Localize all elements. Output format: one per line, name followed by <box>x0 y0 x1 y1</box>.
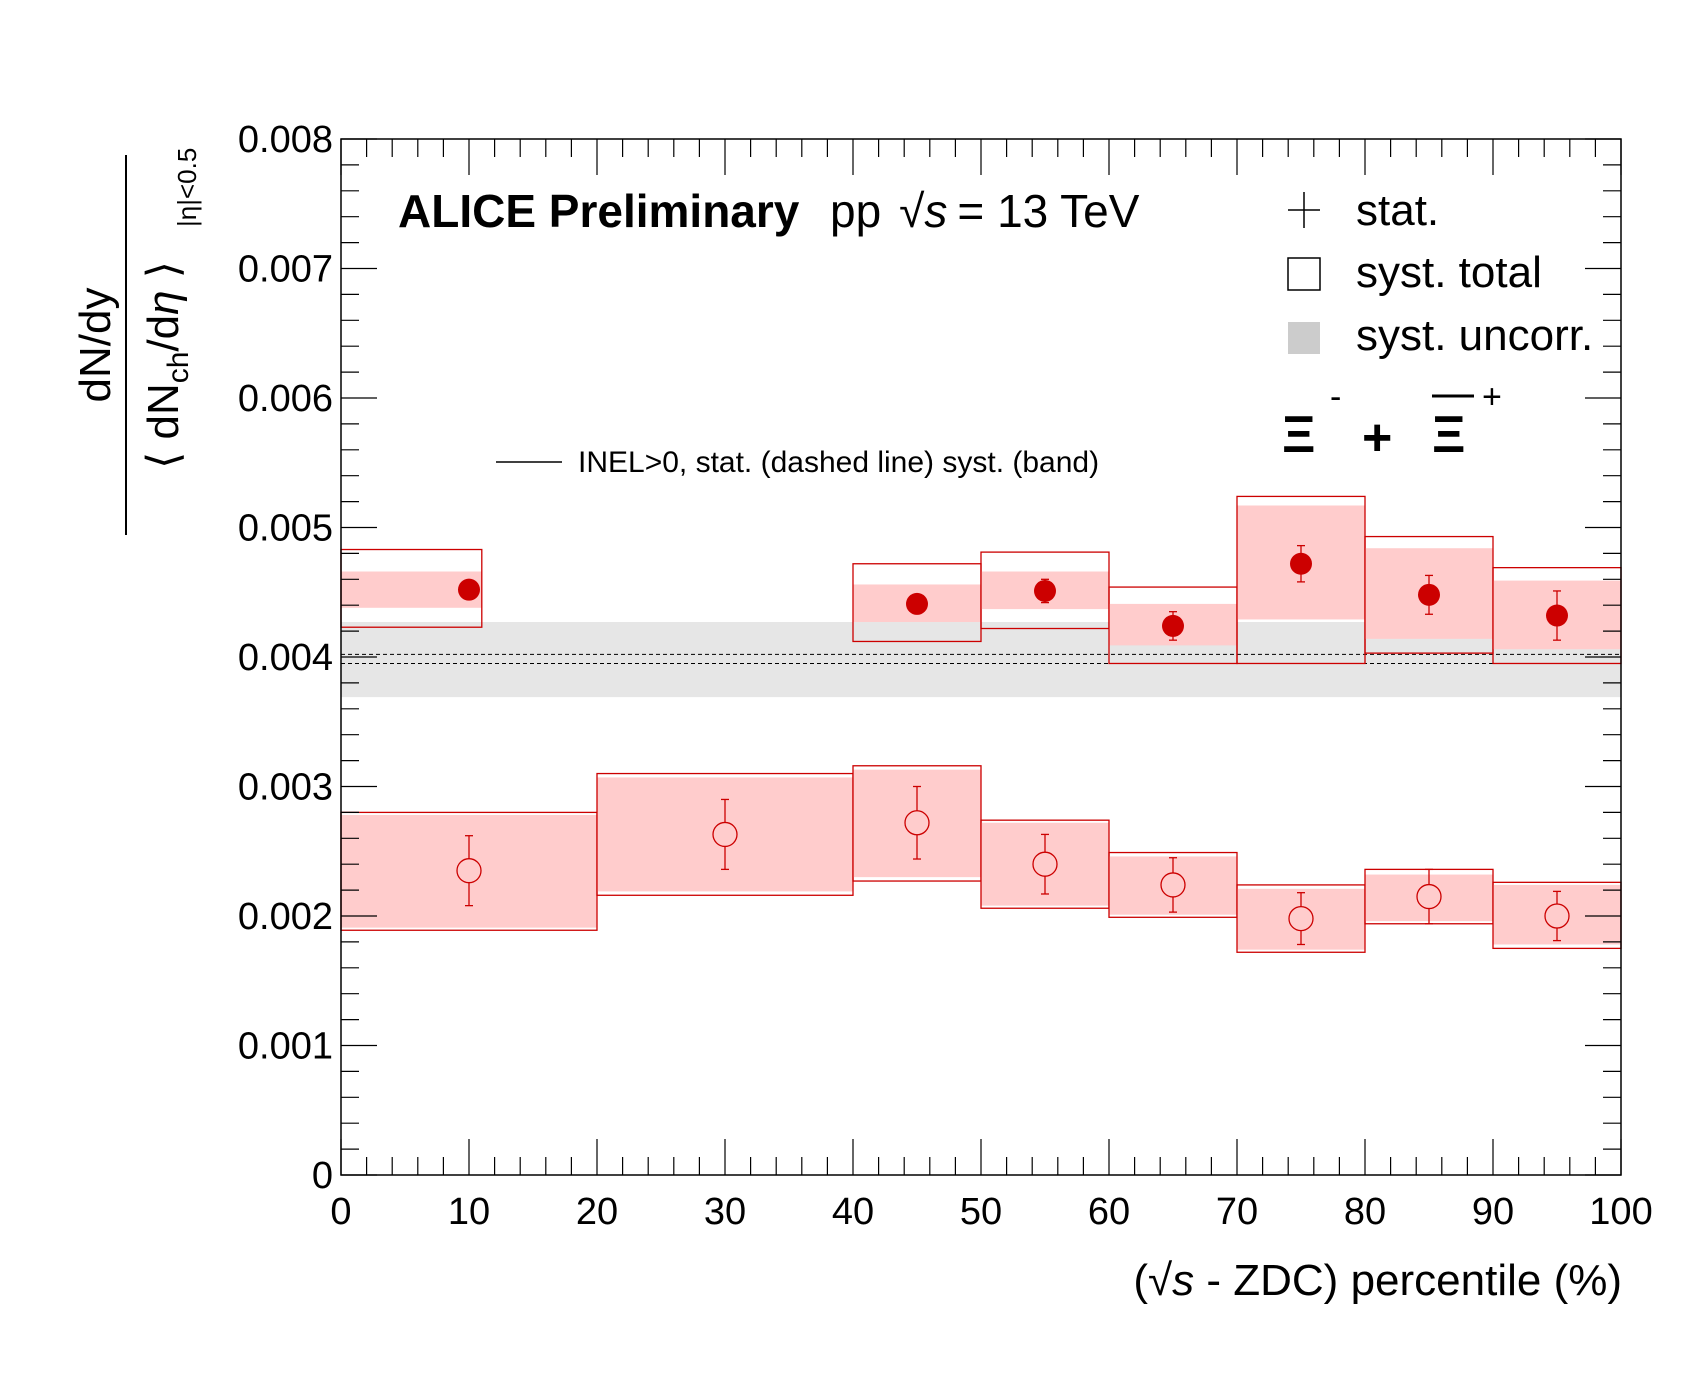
y-axis-denominator: ⟨ dNch/dη ⟩ <box>139 261 195 469</box>
open-marker-s1-p6 <box>1416 883 1442 910</box>
particle-xi-minus: Ξ <box>1282 406 1315 464</box>
filled-marker-s0-p0 <box>458 578 480 601</box>
legend: stat. syst. total syst. uncorr. <box>1287 186 1593 360</box>
filled-marker-s0-p5 <box>1418 583 1440 606</box>
filled-marker-s0-p4 <box>1290 552 1312 575</box>
open-marker-s1-p2 <box>904 810 930 836</box>
legend-syst-total-label: syst. total <box>1356 248 1542 297</box>
x-tick-label: 70 <box>1216 1191 1258 1233</box>
collaboration-label: ALICE Preliminary <box>398 185 800 237</box>
y-tick-label: 0.003 <box>238 767 333 809</box>
y-tick-label: 0 <box>312 1155 333 1197</box>
open-marker-s1-p5 <box>1288 905 1314 932</box>
x-tick-label: 50 <box>960 1191 1002 1233</box>
x-tick-label: 90 <box>1472 1191 1514 1233</box>
x-tick-label: 60 <box>1088 1191 1130 1233</box>
y-tick-label: 0.005 <box>238 508 333 550</box>
y-axis-numerator: dN/dy <box>71 288 120 403</box>
particle-plus: + <box>1362 409 1392 467</box>
particle-xi-plus-charge: + <box>1482 378 1502 416</box>
x-tick-label: 100 <box>1589 1191 1652 1233</box>
filled-marker-s0-p2 <box>1034 579 1056 602</box>
y-tick-label: 0.007 <box>238 249 333 291</box>
x-tick-label: 40 <box>832 1191 874 1233</box>
x-tick-label: 30 <box>704 1191 746 1233</box>
legend-stat-label: stat. <box>1356 186 1439 235</box>
system-label: pp √s = 13 TeV <box>830 185 1140 237</box>
syst-uncorr-band-s1-p2 <box>853 769 981 878</box>
filled-marker-s0-p1 <box>906 592 928 615</box>
x-tick-label: 20 <box>576 1191 618 1233</box>
y-tick-label: 0.008 <box>238 119 333 161</box>
open-marker-s1-p4 <box>1160 872 1186 898</box>
syst-uncorr-band-s1-p1 <box>597 777 853 892</box>
open-marker-s1-p3 <box>1032 851 1058 877</box>
y-tick-label: 0.002 <box>238 896 333 938</box>
legend-syst-uncorr-label: syst. uncorr. <box>1356 311 1593 360</box>
data-points <box>456 544 1570 946</box>
open-marker-s1-p1 <box>712 821 738 848</box>
axes: 0 10 20 30 40 50 60 70 80 90 100 0 0.001 0.002 0.003 0.… <box>238 119 1653 1233</box>
open-marker-s1-p0 <box>456 858 482 884</box>
open-marker-s1-p7 <box>1544 903 1570 929</box>
y-tick-label: 0.006 <box>238 378 333 420</box>
filled-marker-s0-p6 <box>1546 604 1568 627</box>
y-axis-eta-range: |η|<0.5 <box>172 148 202 227</box>
legend-stat-marker <box>1288 192 1320 228</box>
inel-legend-label: INEL>0, stat. (dashed line) syst. (band) <box>578 446 1099 479</box>
legend-syst-total-marker <box>1287 257 1321 291</box>
particle-label: Ξ - + Ξ + <box>1282 378 1502 467</box>
syst-uncorr-band-s1-p0 <box>341 814 597 928</box>
y-tick-label: 0.001 <box>238 1026 333 1068</box>
x-tick-label: 10 <box>448 1191 490 1233</box>
y-tick-label: 0.004 <box>238 637 333 679</box>
x-tick-label: 0 <box>330 1191 351 1233</box>
legend-syst-uncorr-marker <box>1288 322 1320 354</box>
particle-xi-plus: Ξ <box>1432 406 1465 464</box>
x-axis-title: (√s - ZDC) percentile (%) <box>1133 1256 1622 1305</box>
filled-marker-s0-p3 <box>1162 614 1184 637</box>
systematic-bands <box>340 495 1622 953</box>
particle-xi-minus-charge: - <box>1330 378 1341 416</box>
y-axis-title: dN/dy ⟨ dNch/dη ⟩ |η|<0.5 <box>71 148 202 535</box>
x-tick-label: 80 <box>1344 1191 1386 1233</box>
